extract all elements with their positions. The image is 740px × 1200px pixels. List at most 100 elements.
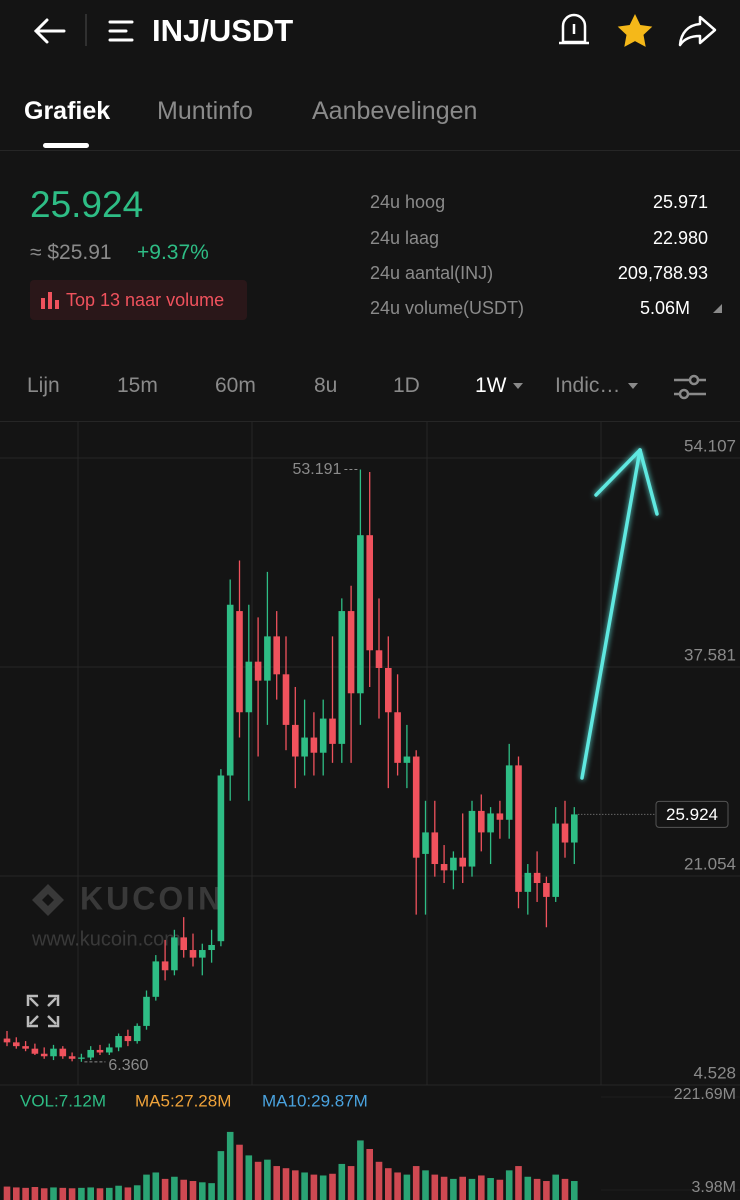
volume-bar xyxy=(161,1178,169,1200)
volume-tick-label: 221.69M xyxy=(674,1086,736,1103)
volume-bar xyxy=(171,1176,178,1200)
volume-bar xyxy=(133,1185,141,1200)
candle-body xyxy=(199,950,206,958)
candle-body xyxy=(124,1036,132,1042)
candle-body xyxy=(40,1053,48,1057)
candle-body xyxy=(273,636,280,675)
candle-body xyxy=(217,775,225,942)
volume-bar xyxy=(292,1170,299,1200)
candle-body xyxy=(245,661,253,713)
indicators-button[interactable]: Indic… xyxy=(555,374,621,397)
volume-bar xyxy=(403,1174,411,1200)
candle-body xyxy=(310,737,318,753)
tab[interactable]: Muntinfo xyxy=(157,97,253,125)
stat-value: 5.06M xyxy=(639,298,690,318)
volume-bar xyxy=(347,1166,355,1200)
candle-body xyxy=(133,1025,141,1042)
candle-body xyxy=(106,1047,113,1053)
candle-body xyxy=(31,1048,39,1054)
back-button[interactable] xyxy=(33,18,66,44)
candle-body xyxy=(552,823,559,897)
interval[interactable]: 60m xyxy=(215,374,256,397)
last-price-tag xyxy=(655,800,729,828)
volume-bar xyxy=(143,1174,150,1200)
header-icons xyxy=(33,13,717,47)
tab-indicator xyxy=(43,143,89,148)
volume-bar xyxy=(412,1166,420,1200)
candle-body xyxy=(422,832,429,854)
candlestick-chart: KUCOIN www.kucoin.com 4.528 21.054 37.581 5… xyxy=(0,422,740,1200)
tab[interactable]: Grafiek xyxy=(24,97,111,125)
volume-bar xyxy=(385,1168,392,1200)
candle-body xyxy=(50,1048,57,1057)
volume-bar xyxy=(515,1166,522,1200)
share-button[interactable] xyxy=(678,15,717,47)
candle-body xyxy=(459,857,466,867)
volume-bar xyxy=(431,1174,439,1200)
interval[interactable]: 8u xyxy=(314,374,338,397)
interval[interactable]: Lijn xyxy=(27,374,60,397)
min-marker-label: 6.360 xyxy=(108,1057,148,1074)
volume-bar xyxy=(533,1178,541,1200)
volume-bar xyxy=(31,1187,39,1200)
rank-text: Top 13 naar volume xyxy=(66,290,225,310)
volume-bar xyxy=(3,1186,11,1200)
rank-badge[interactable]: Top 13 naar volume xyxy=(30,280,247,320)
watermark: KUCOIN www.kucoin.com xyxy=(31,880,221,950)
indicator-label: MA5:27.28M xyxy=(135,1091,231,1110)
vertical-grid xyxy=(77,422,602,1085)
candle-body xyxy=(282,674,290,725)
candle-body xyxy=(226,604,234,776)
volume-bar xyxy=(468,1178,476,1200)
volume-bar xyxy=(459,1176,466,1200)
candle-body xyxy=(571,814,578,843)
volume-bar xyxy=(375,1161,383,1200)
max-marker-label: 53.191 xyxy=(292,461,341,478)
last-price: 25.924 xyxy=(30,184,144,225)
tab[interactable]: Aanbevelingen xyxy=(312,97,478,125)
volume-bar xyxy=(273,1166,280,1200)
candle-body xyxy=(319,718,327,753)
candle-body xyxy=(412,756,420,858)
candle-body xyxy=(292,724,299,757)
fullscreen-button[interactable] xyxy=(26,994,60,1028)
volume-bar xyxy=(366,1148,373,1200)
interval[interactable]: 15m xyxy=(117,374,158,397)
volume-bar xyxy=(208,1183,215,1200)
volume-bar xyxy=(115,1185,122,1200)
candle-body xyxy=(375,650,383,668)
volume-bar xyxy=(282,1168,290,1200)
volume-bar xyxy=(440,1176,448,1200)
alert-button[interactable] xyxy=(559,13,589,45)
candle-body xyxy=(543,882,550,897)
volume-bar xyxy=(319,1175,327,1200)
volume-bar xyxy=(106,1187,113,1200)
candle-body xyxy=(505,765,513,820)
candle-body xyxy=(385,667,392,713)
volume-bar xyxy=(561,1178,569,1200)
volume-bar xyxy=(236,1144,243,1200)
interval-selected[interactable]: 1W xyxy=(475,374,507,397)
volume-bar xyxy=(505,1170,513,1200)
volume-bar xyxy=(394,1172,401,1200)
candle-body xyxy=(189,950,197,958)
interval[interactable]: 1D xyxy=(393,374,420,397)
candle-body xyxy=(96,1049,104,1053)
candle-body xyxy=(180,937,187,951)
candle-body xyxy=(366,535,373,651)
stat-label: 24u volume(USDT) xyxy=(370,298,525,318)
volume-dropdown-icon[interactable] xyxy=(712,303,724,315)
candle-body xyxy=(143,996,150,1026)
favorite-button[interactable] xyxy=(617,14,653,47)
volume-bar xyxy=(226,1131,234,1200)
chart-settings-button[interactable] xyxy=(670,371,710,403)
volume-bar xyxy=(301,1172,308,1200)
menu-button[interactable] xyxy=(108,20,134,42)
volume-bar xyxy=(264,1159,271,1200)
dropdown-carets xyxy=(513,383,638,389)
candle-body xyxy=(3,1038,11,1043)
stat-value: 209,788.93 xyxy=(617,263,708,283)
volume-bar xyxy=(254,1161,262,1200)
candle-body xyxy=(431,832,439,865)
volume-bar xyxy=(87,1187,94,1200)
